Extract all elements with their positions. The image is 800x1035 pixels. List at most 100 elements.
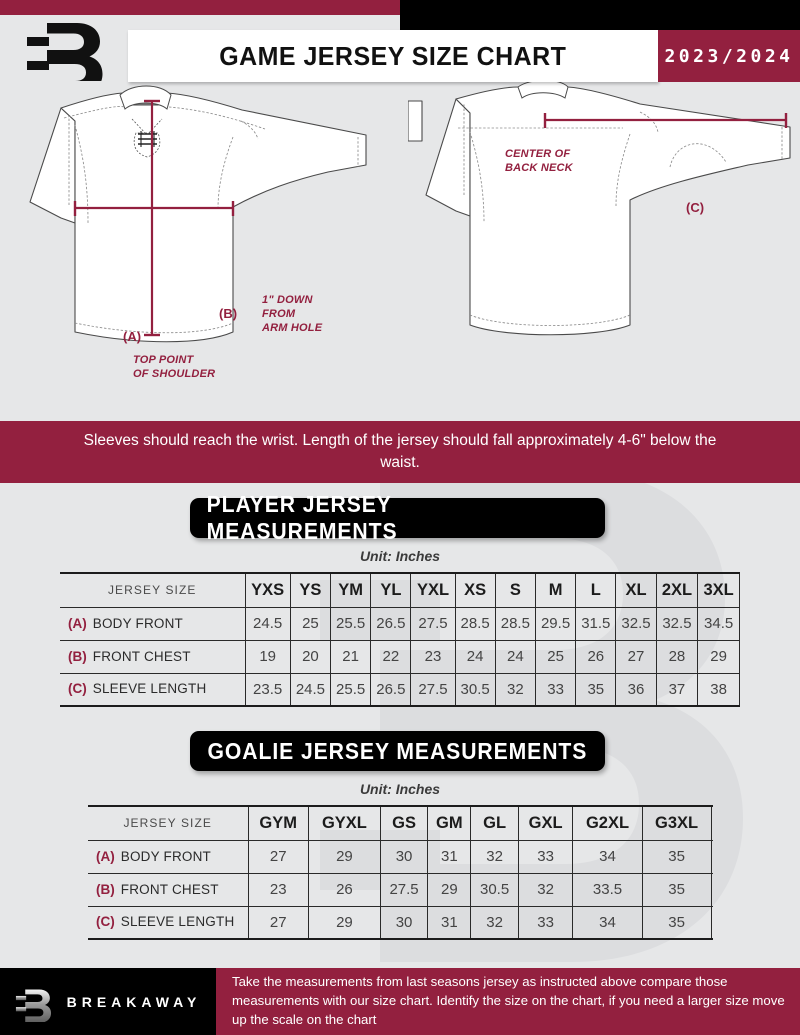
header-logo: [18, 17, 118, 83]
footer-brand-name: BREAKAWAY: [66, 993, 202, 1010]
cell-value: 32: [517, 872, 574, 907]
row-label-front-chest: (B) FRONT CHEST: [60, 639, 246, 674]
measure-label-b: (B): [219, 306, 238, 321]
cell-value: 29.5: [534, 606, 577, 641]
cell-value: 29: [307, 905, 381, 940]
column-header-2xl: 2XL: [655, 572, 699, 608]
column-header-l: L: [575, 572, 617, 608]
cell-value: 23: [410, 639, 456, 674]
goalie-section-title: GOALIE JERSEY MEASUREMENTS: [207, 737, 588, 764]
cell-value: 34: [572, 839, 643, 874]
player-section-badge: PLAYER JERSEY MEASUREMENTS: [190, 491, 605, 544]
table-header-row: JERSEY SIZE GYM GYXL GS GM GL GXL G2XL G3XL: [88, 805, 712, 841]
column-header-xl: XL: [615, 572, 657, 608]
row-letter: (B): [68, 648, 87, 664]
page-footer: BREAKAWAY Take the measurements from las…: [0, 968, 800, 1035]
cell-value: 30.5: [454, 672, 496, 707]
cell-value: 26: [575, 639, 617, 674]
cell-value: 35: [641, 905, 712, 940]
cell-value: 22: [370, 639, 412, 674]
page-header: GAME JERSEY SIZE CHART 2023/2024: [0, 15, 800, 82]
row-name: BODY FRONT: [92, 615, 184, 631]
cell-value: 26.5: [370, 606, 412, 641]
table-header-row: JERSEY SIZE YXS YS YM YL YXL XS S M L XL 2XL 3XL: [60, 572, 740, 608]
jersey-front-illustration: [29, 85, 367, 343]
column-header-gl: GL: [470, 805, 519, 841]
player-unit-label: Unit: Inches: [359, 548, 441, 564]
cell-value: 25.5: [330, 606, 372, 641]
cell-value: 31.5: [575, 606, 617, 641]
row-name: FRONT CHEST: [120, 881, 219, 897]
measure-label-c: (C): [686, 200, 705, 215]
column-header-g3xl: G3XL: [641, 805, 712, 841]
cell-value: 33: [517, 905, 574, 940]
cell-value: 27.5: [410, 606, 456, 641]
cell-value: 28: [655, 639, 699, 674]
page-title: GAME JERSEY SIZE CHART: [219, 40, 567, 71]
column-header-g2xl: G2XL: [572, 805, 643, 841]
jersey-diagrams: CENTER OF BACK NECK 1" DOWN FROM ARM HOLE T…: [0, 67, 800, 421]
cell-value: 24: [494, 639, 536, 674]
column-header-ym: YM: [330, 572, 372, 608]
column-header-gyxl: GYXL: [307, 805, 381, 841]
row-name: SLEEVE LENGTH: [120, 914, 235, 930]
cell-value: 27: [247, 839, 309, 874]
cell-value: 24.5: [289, 672, 332, 707]
breakaway-b-logo-icon-footer: [15, 988, 51, 1022]
column-header-3xl: 3XL: [697, 572, 740, 608]
column-header-s: S: [494, 572, 536, 608]
cell-value: 30: [379, 905, 429, 940]
column-header-yxs: YXS: [244, 572, 291, 608]
row-name: FRONT CHEST: [92, 648, 191, 664]
cell-value: 30: [379, 839, 429, 874]
cell-value: 26: [307, 872, 381, 907]
cell-value: 29: [697, 639, 740, 674]
row-letter: (C): [68, 681, 87, 697]
season-badge: 2023/2024: [658, 30, 800, 82]
cell-value: 28.5: [494, 606, 536, 641]
footer-brand: BREAKAWAY: [0, 968, 216, 1035]
cell-value: 27: [615, 639, 657, 674]
table-row: (B) FRONT CHEST 19 20 21 22 23 24 24 25 26 27 28 29: [60, 639, 740, 674]
column-header-gm: GM: [427, 805, 472, 841]
season-year: 2023/2024: [664, 45, 794, 67]
player-table-body: JERSEY SIZE YXS YS YM YL YXL XS S M L XL 2XL 3XL (A) B…: [60, 572, 740, 707]
top-accent-bar-black: [400, 0, 800, 34]
cell-value: [710, 905, 712, 940]
cell-value: 38: [697, 672, 740, 707]
table-row: (C) SLEEVE LENGTH 27 29 30 31 32 33 34 35: [88, 905, 712, 940]
cell-value: 33: [534, 672, 577, 707]
column-header-m: M: [534, 572, 577, 608]
cell-value: 32.5: [615, 606, 657, 641]
player-measurements-table-wrap: JERSEY SIZE YXS YS YM YL YXL XS S M L XL 2XL 3XL (A) B…: [60, 572, 740, 707]
cell-value: 20: [289, 639, 332, 674]
cell-value: 19: [244, 639, 291, 674]
row-label-sleeve-length: (C) SLEEVE LENGTH: [88, 905, 249, 940]
column-header-gym: GYM: [247, 805, 309, 841]
cell-value: [710, 872, 712, 907]
note-arm-hole: 1" DOWN FROM ARM HOLE: [262, 294, 323, 335]
cell-value: 32: [470, 839, 519, 874]
column-header-ys: YS: [289, 572, 332, 608]
goalie-unit-label: Unit: Inches: [359, 781, 441, 797]
row-label-body-front: (A) BODY FRONT: [88, 839, 249, 874]
row-name: BODY FRONT: [120, 848, 212, 864]
player-measurements-table: JERSEY SIZE YXS YS YM YL YXL XS S M L XL 2XL 3XL (A) B…: [60, 572, 740, 707]
column-header-xs: XS: [454, 572, 496, 608]
cell-value: 35: [641, 872, 712, 907]
instruction-banner-text: Sleeves should reach the wrist. Length o…: [83, 431, 717, 471]
row-letter: (B): [96, 881, 115, 897]
instruction-banner: Sleeves should reach the wrist. Length o…: [0, 421, 800, 483]
goalie-measurements-table-wrap: JERSEY SIZE GYM GYXL GS GM GL GXL G2XL G3XL (A) BO…: [88, 805, 712, 940]
cell-value: 34.5: [697, 606, 740, 641]
footer-instructions-text: Take the measurements from last seasons …: [232, 974, 785, 1027]
cell-value: 25.5: [330, 672, 372, 707]
cell-value: 25: [289, 606, 332, 641]
cell-value: 21: [330, 639, 372, 674]
row-letter: (A): [96, 848, 115, 864]
column-header-gxl: GXL: [517, 805, 574, 841]
cell-value: 31: [427, 839, 472, 874]
row-label-body-front: (A) BODY FRONT: [60, 606, 246, 641]
goalie-table-body: JERSEY SIZE GYM GYXL GS GM GL GXL G2XL G3XL (A) BO…: [88, 805, 712, 940]
goalie-measurements-table: JERSEY SIZE GYM GYXL GS GM GL GXL G2XL G3XL (A) BO…: [88, 805, 712, 940]
